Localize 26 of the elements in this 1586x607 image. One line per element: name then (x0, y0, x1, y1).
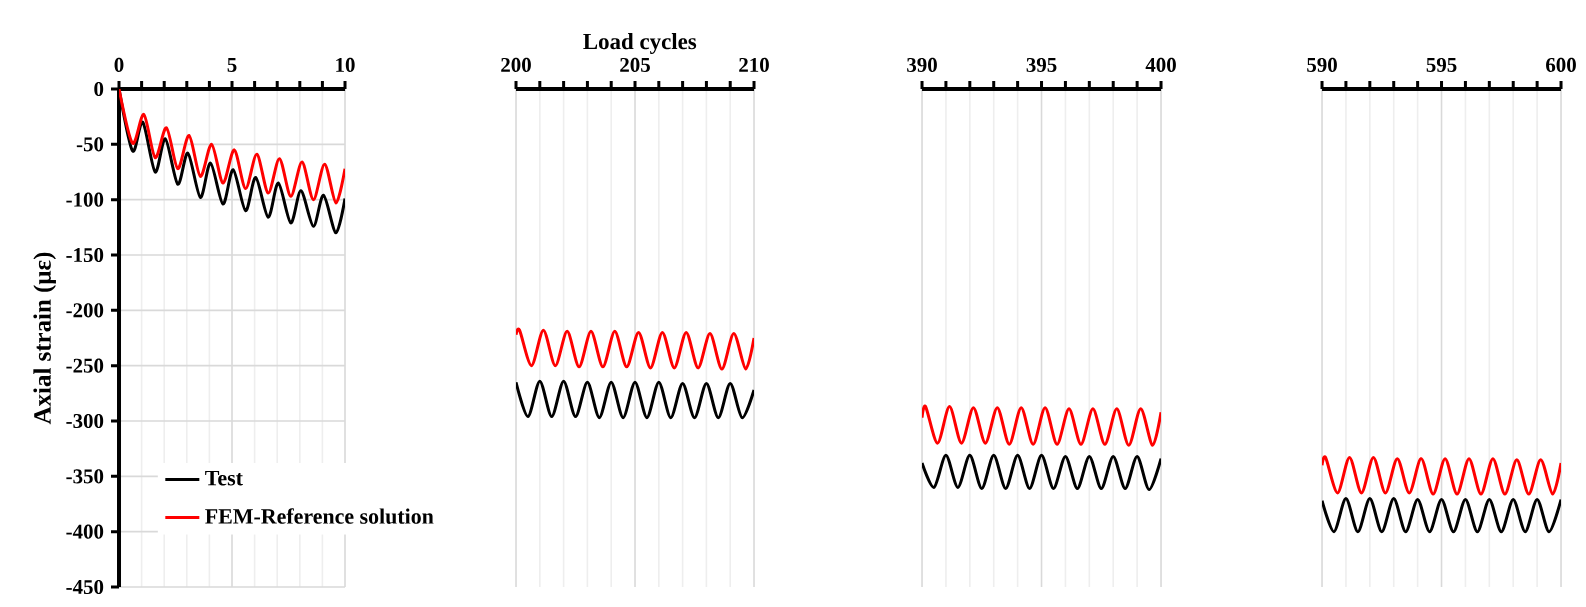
x-axis-title: Load cycles (583, 33, 697, 54)
y-tick-label: -150 (66, 247, 104, 263)
y-tick-label: -200 (66, 303, 104, 318)
x-tick-label: 390 (907, 57, 937, 72)
x-tick-label: 10 (336, 57, 355, 72)
y-tick-label: -250 (66, 358, 104, 373)
x-tick-label: 595 (1426, 57, 1457, 72)
x-tick-label: 210 (739, 57, 769, 72)
legend-label: FEM-Reference solution (205, 508, 434, 524)
x-tick-label: 5 (227, 58, 237, 72)
x-tick-label: 0 (114, 57, 124, 72)
x-tick-label: 590 (1307, 57, 1337, 72)
x-tick-label: 200 (501, 57, 531, 72)
y-tick-label: -400 (66, 524, 104, 539)
x-tick-label: 205 (620, 57, 650, 72)
y-tick-label: -50 (76, 137, 104, 152)
legend-label: Test (205, 470, 243, 486)
y-tick-label: -300 (66, 413, 104, 429)
x-tick-label: 395 (1026, 57, 1057, 72)
y-axis-title: Axial strain (με) (33, 252, 56, 425)
y-tick-label: 0 (94, 81, 104, 97)
y-tick-label: -100 (66, 192, 104, 207)
y-tick-label: -350 (66, 469, 104, 484)
x-tick-label: 400 (1145, 57, 1176, 72)
x-tick-label: 600 (1546, 57, 1576, 72)
y-tick-label: -450 (66, 579, 104, 595)
